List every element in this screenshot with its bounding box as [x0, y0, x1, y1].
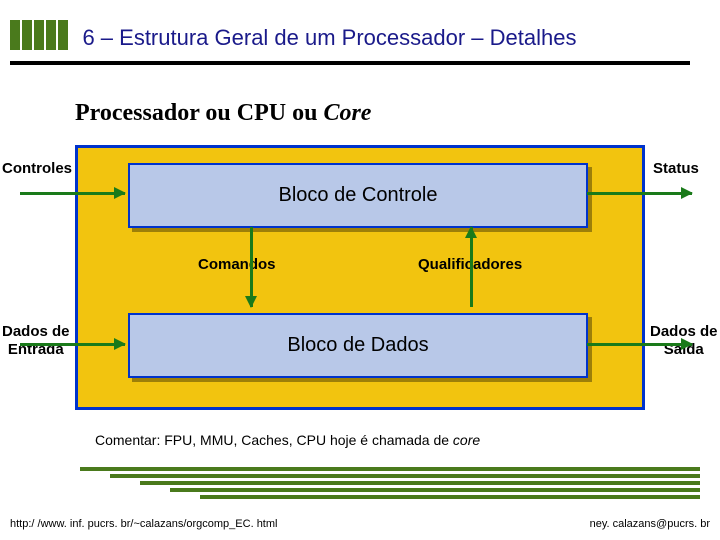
label-dados-entrada: Dados deEntrada [2, 323, 70, 359]
slide-title: 6 – Estrutura Geral de um Processador – … [82, 25, 576, 51]
header-bars-icon [10, 20, 70, 55]
subtitle-text: Processador ou CPU ou [75, 100, 323, 126]
slide-subtitle: Processador ou CPU ou Core [75, 100, 371, 127]
arrow-dados-in [20, 343, 125, 346]
slide-header: 6 – Estrutura Geral de um Processador – … [10, 20, 710, 65]
header-rule [10, 61, 690, 65]
comment-text: Comentar: FPU, MMU, Caches, CPU hoje é c… [95, 432, 453, 448]
footer-bars-icon [80, 467, 700, 502]
subtitle-italic: Core [323, 100, 371, 126]
footer-email: ney. calazans@pucrs. br [590, 518, 710, 530]
arrow-dados-out [587, 343, 692, 346]
arrow-comandos-down [250, 227, 253, 307]
block-dados: Bloco de Dados [128, 313, 588, 378]
arrow-status-out [587, 192, 692, 195]
processor-diagram: Bloco de Controle Bloco de Dados Comando… [75, 145, 645, 410]
block-controle: Bloco de Controle [128, 163, 588, 228]
footer-url: http:/ /www. inf. pucrs. br/~calazans/or… [10, 518, 277, 530]
label-controles: Controles [2, 160, 72, 178]
slide-comment: Comentar: FPU, MMU, Caches, CPU hoje é c… [95, 432, 480, 448]
block-controle-label: Bloco de Controle [279, 184, 438, 207]
comment-italic: core [453, 432, 480, 448]
label-status: Status [653, 160, 699, 178]
label-comandos: Comandos [198, 256, 276, 273]
arrow-controles-in [20, 192, 125, 195]
block-dados-label: Bloco de Dados [287, 334, 428, 357]
arrow-qualificadores-up [470, 227, 473, 307]
